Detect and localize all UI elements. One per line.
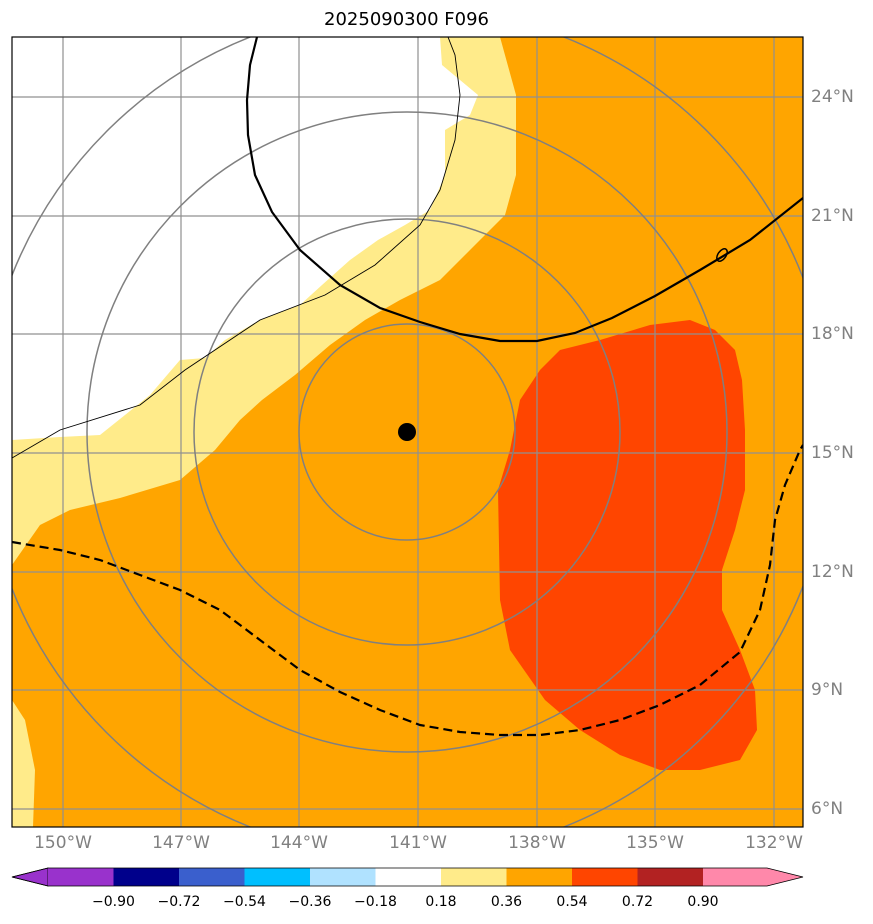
colorbar [11,867,804,887]
track-line [12,37,461,459]
zero-contour-solid [245,37,803,343]
colorbar-swatch [375,868,441,886]
contour-label-oval [716,248,728,262]
colorbar-swatch [310,868,376,886]
colorbar-tick: 0.36 [490,894,523,910]
colorbar-tick: −0.18 [354,894,397,910]
colorbar-high-extend [703,868,803,886]
zero-contour-dashed [12,444,803,737]
colorbar-swatch [113,868,179,886]
field-fill-0.18-0.36-lower [12,700,35,827]
lat-label-18n: 18°N [811,324,854,344]
colorbar-outline [11,867,804,887]
colorbar-swatch [572,868,638,886]
lon-label-132w: 132°W [745,833,803,853]
map-plot-area [12,37,803,827]
lat-label-12n: 12°N [811,562,854,582]
contour-label: 0 [718,246,719,247]
field-fill-neutral [12,37,478,440]
colorbar-tick: −0.90 [92,894,135,910]
lon-label-150w: 150°W [34,833,92,853]
colorbar-tick: −0.72 [157,894,201,910]
field-fill-0.54-0.72 [498,320,757,770]
lat-label-15n: 15°N [811,443,854,463]
range-rings [12,37,803,827]
colorbar-swatch [441,868,507,886]
colorbar-tick: 0.18 [425,894,457,910]
lat-label-6n: 6°N [811,799,844,819]
colorbar-tick: 0.72 [621,894,654,910]
lat-label-9n: 9°N [811,680,844,700]
storm-center-marker [398,423,416,441]
colorbar-swatch [48,868,114,886]
colorbar-tick: −0.36 [288,894,332,910]
colorbar-swatch [506,868,572,886]
lon-label-141w: 141°W [389,833,447,853]
lon-label-144w: 144°W [270,833,328,853]
colorbar-swatch [244,868,310,886]
map-title: 2025090300 F096 [324,9,489,30]
plot-border [11,36,804,828]
colorbar-swatch [179,868,245,886]
lon-label-147w: 147°W [152,833,210,853]
lon-label-138w: 138°W [508,833,566,853]
colorbar-swatch [637,868,703,886]
lon-label-135w: 135°W [626,833,684,853]
colorbar-low-extend [11,867,49,887]
colorbar-tick: 0.90 [687,894,719,910]
colorbar-tick: −0.54 [223,894,266,910]
colorbar-tick: 0.54 [556,894,588,910]
lat-label-24n: 24°N [811,87,854,107]
lat-label-21n: 21°N [811,206,854,226]
